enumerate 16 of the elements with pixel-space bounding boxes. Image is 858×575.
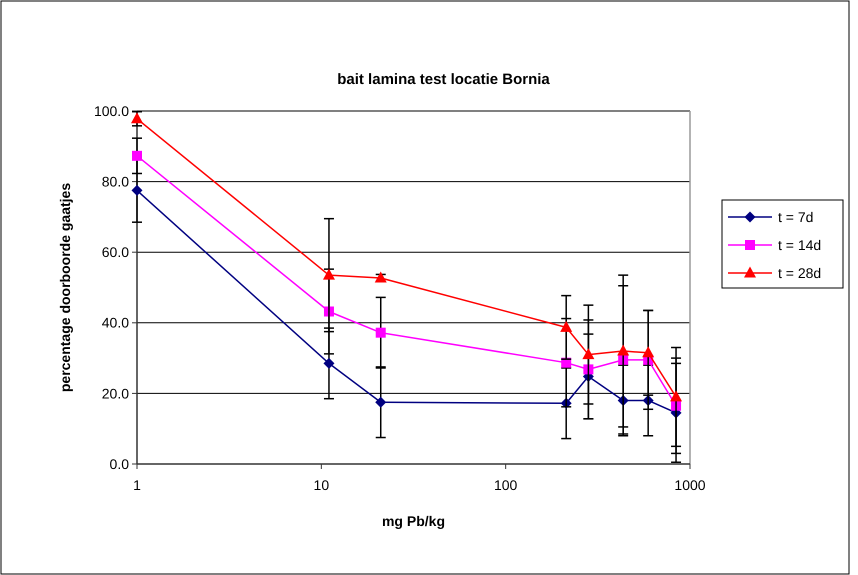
y-tick-label: 40.0	[102, 314, 130, 331]
y-tick-label: 100.0	[94, 102, 130, 119]
x-tick-label: 10	[314, 477, 330, 493]
legend-label: t = 28d	[778, 264, 822, 281]
legend-label: t = 7d	[778, 208, 814, 225]
x-tick-label: 100	[494, 477, 518, 493]
chart-title: bait lamina test locatie Bornia	[337, 71, 550, 88]
x-tick-label: 1000	[674, 477, 706, 493]
y-axis-title: percentage doorboorde gaatjes	[57, 182, 73, 392]
x-tick-label: 1	[133, 477, 142, 493]
y-tick-label: 0.0	[110, 456, 130, 472]
legend-label: t = 14d	[778, 236, 822, 253]
y-tick-label: 60.0	[102, 244, 130, 260]
y-tick-label: 80.0	[102, 174, 130, 190]
y-tick-label: 20.0	[102, 385, 130, 402]
x-axis-title: mg Pb/kg	[382, 513, 446, 529]
